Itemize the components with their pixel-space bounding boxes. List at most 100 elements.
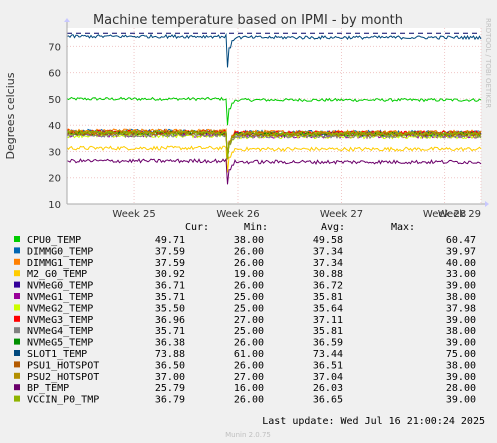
legend-avg-value: 35.64	[313, 303, 343, 314]
legend-cur-value: 35.71	[155, 326, 185, 337]
series-line-bp-temp	[66, 157, 482, 185]
legend-avg-value: 36.51	[313, 360, 343, 371]
last-update: Last update: Wed Jul 16 21:00:24 2025	[262, 416, 485, 427]
legend-name: NVMeG4_TEMP	[27, 326, 93, 337]
legend-header: Avg:	[321, 222, 345, 233]
legend-swatch	[14, 258, 20, 265]
legend-avg-value: 37.34	[313, 246, 343, 257]
x-tick-label: Week 28	[423, 209, 466, 220]
legend-header: Min:	[244, 222, 268, 233]
legend-name: NVMeG0_TEMP	[27, 281, 93, 292]
legend-avg-value: 73.44	[313, 349, 343, 360]
legend-max-value: 39.00	[446, 372, 476, 383]
legend-name: VCCIN_P0_TMP	[27, 395, 99, 406]
legend-max-value: 28.00	[446, 383, 476, 394]
legend-swatch	[14, 350, 20, 356]
legend-swatch	[14, 372, 20, 379]
legend-min-value: 61.00	[234, 349, 264, 360]
legend-name: NVMeG3_TEMP	[27, 315, 93, 326]
legend-min-value: 16.00	[234, 383, 264, 394]
legend-max-value: 39.97	[446, 246, 476, 257]
legend-avg-value: 36.72	[313, 281, 343, 292]
legend-name: BP_TEMP	[27, 383, 69, 394]
chart-title: Machine temperature based on IPMI - by m…	[93, 13, 403, 28]
y-tick-label: 50	[48, 95, 61, 106]
legend-min-value: 27.00	[234, 372, 264, 383]
legend-name: NVMeG5_TEMP	[27, 338, 93, 349]
legend-min-value: 26.00	[234, 258, 264, 269]
legend-name: SLOT1_TEMP	[27, 349, 87, 360]
legend-avg-value: 49.58	[313, 235, 343, 246]
y-tick-label: 40	[48, 121, 61, 132]
legend-name: NVMeG1_TEMP	[27, 292, 93, 303]
legend-swatch	[14, 327, 20, 334]
x-axis-arrow	[485, 201, 489, 207]
legend-swatch	[14, 293, 20, 299]
y-tick-label: 20	[48, 174, 61, 185]
legend-cur-value: 37.00	[155, 372, 185, 383]
legend-min-value: 26.00	[234, 338, 264, 349]
legend-max-value: 60.47	[446, 235, 476, 246]
munin-version: Munin 2.0.75	[225, 431, 271, 439]
x-tick-label: Week 29	[438, 209, 481, 220]
legend-max-value: 38.00	[446, 292, 476, 303]
legend-avg-value: 37.34	[313, 258, 343, 269]
x-tick-label: Week 25	[112, 209, 155, 220]
y-axis-label: Degrees celcius	[4, 72, 17, 159]
grid	[67, 28, 482, 205]
legend-max-value: 33.00	[446, 269, 476, 280]
y-axis-arrow	[64, 18, 70, 22]
legend-max-value: 40.00	[446, 258, 476, 269]
legend-name: PSU2_HOTSPOT	[27, 372, 99, 383]
legend-avg-value: 36.59	[313, 338, 343, 349]
legend-cur-value: 36.50	[155, 360, 185, 371]
series-line-m2-g0-temp	[66, 145, 482, 173]
y-tick-label: 10	[48, 200, 61, 211]
legend-swatch	[14, 384, 20, 391]
legend: Cur: Min: Avg: Max: CPU0_TEMP 49.71 38.00 49.58…	[14, 222, 476, 406]
legend-swatch	[14, 361, 20, 368]
legend-avg-value: 26.03	[313, 383, 343, 394]
y-tick-label: 30	[48, 147, 61, 158]
legend-avg-value: 36.65	[313, 395, 343, 406]
legend-cur-value: 36.79	[155, 395, 185, 406]
legend-min-value: 26.00	[234, 395, 264, 406]
plot-area	[67, 28, 481, 204]
legend-name: PSU1_HOTSPOT	[27, 360, 99, 371]
legend-header: Cur:	[185, 222, 209, 233]
legend-max-value: 37.98	[446, 303, 476, 314]
legend-swatch	[14, 247, 20, 254]
series-line-cpu0-temp	[66, 96, 482, 126]
legend-swatch	[14, 395, 20, 402]
legend-cur-value: 35.71	[155, 292, 185, 303]
legend-name: DIMMG1_TEMP	[27, 258, 93, 269]
y-tick-label: 60	[48, 69, 61, 80]
legend-cur-value: 36.96	[155, 315, 185, 326]
legend-min-value: 26.00	[234, 360, 264, 371]
series-line-slot1-temp	[66, 32, 482, 68]
legend-cur-value: 49.71	[155, 235, 185, 246]
legend-max-value: 38.00	[446, 326, 476, 337]
legend-swatch	[14, 270, 20, 277]
legend-max-value: 38.00	[446, 360, 476, 371]
legend-swatch	[14, 236, 20, 242]
x-tick-label: Week 26	[216, 209, 259, 220]
legend-cur-value: 35.50	[155, 303, 185, 314]
legend-swatch	[14, 315, 20, 322]
legend-avg-value: 35.81	[313, 326, 343, 337]
legend-header: Max:	[391, 222, 415, 233]
legend-swatch	[14, 304, 20, 311]
legend-name: DIMMG0_TEMP	[27, 246, 93, 257]
legend-avg-value: 30.88	[313, 269, 343, 280]
legend-cur-value: 36.71	[155, 281, 185, 292]
legend-max-value: 39.00	[446, 315, 476, 326]
legend-swatch	[14, 338, 20, 345]
legend-avg-value: 35.81	[313, 292, 343, 303]
legend-cur-value: 37.59	[155, 246, 185, 257]
y-tick-label: 70	[48, 42, 61, 53]
legend-min-value: 19.00	[234, 269, 264, 280]
legend-min-value: 25.00	[234, 292, 264, 303]
rrdtool-credit: RRDTOOL / TOBI OETIKER	[484, 18, 492, 108]
legend-max-value: 39.00	[446, 281, 476, 292]
legend-cur-value: 37.59	[155, 258, 185, 269]
